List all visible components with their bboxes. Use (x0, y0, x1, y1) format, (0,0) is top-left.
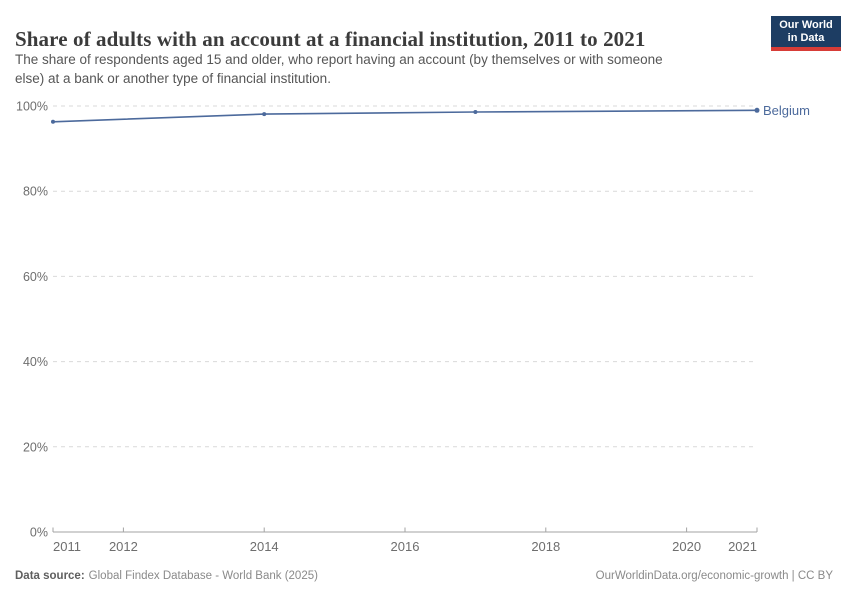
series-label-belgium[interactable]: Belgium (763, 103, 810, 118)
data-source-label: Data source: (15, 570, 85, 582)
owid-logo[interactable]: Our World in Data (771, 16, 841, 51)
x-axis-tick-label: 2012 (109, 539, 138, 554)
x-axis-tick-label: 2014 (250, 539, 279, 554)
data-source-value: Global Findex Database - World Bank (202… (88, 570, 318, 582)
owid-logo-line1: Our World (779, 19, 833, 31)
data-source-note: Data source: Global Findex Database - Wor… (15, 570, 318, 582)
data-point[interactable] (473, 110, 478, 114)
chart-title: Share of adults with an account at a fin… (15, 27, 646, 52)
chart-subtitle: The share of respondents aged 15 and old… (15, 50, 735, 88)
data-point[interactable] (754, 107, 760, 113)
chart-subtitle-line2: else) at a bank or another type of finan… (15, 71, 331, 86)
chart-subtitle-line1: The share of respondents aged 15 and old… (15, 52, 663, 67)
attribution-link[interactable]: OurWorldinData.org/economic-growth | CC … (595, 570, 833, 582)
x-axis-tick-label: 2021 (728, 539, 757, 554)
series-line-belgium (52, 109, 758, 123)
owid-logo-line2: in Data (787, 31, 825, 44)
data-point[interactable] (51, 119, 55, 124)
chart-footer: Data source: Global Findex Database - Wor… (15, 570, 833, 582)
y-axis-tick-label: 60% (23, 270, 48, 284)
owid-logo-stripe (771, 47, 841, 51)
x-axis-tick-label: 2020 (672, 539, 701, 554)
y-axis-tick-label: 80% (23, 185, 48, 199)
y-axis-tick-label: 40% (23, 355, 48, 369)
x-axis-tick-label: 2018 (531, 539, 560, 554)
data-point[interactable] (262, 112, 267, 117)
y-axis-tick-label: 0% (30, 526, 48, 540)
x-axis-tick-label: 2011 (53, 539, 81, 554)
y-axis-tick-label: 100% (16, 100, 48, 114)
x-axis-tick-label: 2016 (391, 539, 420, 554)
owid-logo-box: Our World in Data (771, 16, 841, 47)
y-axis-tick-label: 20% (23, 440, 48, 454)
